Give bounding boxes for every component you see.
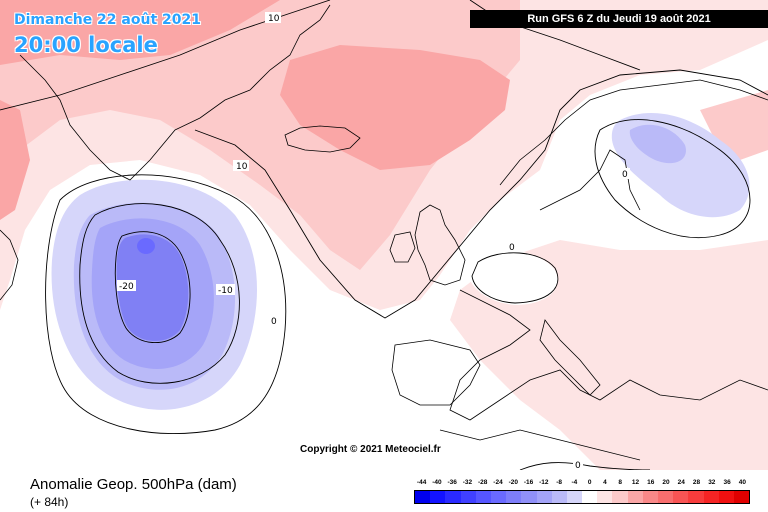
contour-minus20 (114, 231, 191, 344)
british-isles-coast (389, 204, 466, 286)
scale-swatch (566, 491, 583, 503)
scale-swatch (597, 491, 613, 503)
scale-swatch (673, 491, 689, 503)
scale-tick-label: -24 (493, 479, 503, 486)
anomaly-map: 10 10 -20 -10 0 0 0 0 (0, 0, 768, 470)
scale-tick-label: -32 (462, 479, 473, 486)
scale-swatch (582, 491, 598, 503)
scale-tick-label: 40 (738, 479, 746, 486)
scale-tick-label: 0 (587, 479, 592, 486)
color-scale-bar (414, 490, 750, 504)
contour-0-low (45, 174, 287, 435)
scale-swatch (627, 491, 643, 503)
coastlines (0, 4, 768, 461)
north-africa-coast (439, 429, 641, 461)
scandinavia-coast (499, 79, 768, 211)
canada-coast (0, 229, 19, 301)
scale-tick-label: -36 (447, 479, 457, 486)
scale-swatch (445, 491, 461, 503)
contour-label: -10 (218, 286, 233, 296)
scale-swatch (703, 491, 719, 503)
scale-tick-label: 36 (723, 479, 731, 486)
contour-label: 10 (236, 162, 248, 172)
contour-label: 10 (268, 14, 280, 24)
scale-tick-label: -12 (539, 479, 549, 486)
contour-minus10 (79, 203, 240, 384)
iberia-coast (391, 339, 481, 406)
iceland-coast (284, 125, 361, 153)
forecast-time: 20:00 locale (14, 33, 158, 57)
scale-tick-label: -4 (571, 479, 578, 486)
scale-swatch (658, 491, 674, 503)
scale-tick-label: 8 (618, 479, 622, 486)
legend-panel: Anomalie Geop. 500hPa (dam) (+ 84h) -44-… (0, 470, 768, 512)
scale-swatch (733, 491, 750, 503)
scale-swatch (688, 491, 704, 503)
italy-coast (539, 319, 601, 396)
forecast-date: Dimanche 22 août 2021 (14, 12, 201, 28)
contour-label: 0 (271, 317, 277, 327)
scale-tick-label: -16 (523, 479, 534, 486)
contour-0-europe (471, 252, 559, 304)
contour-label: -20 (119, 282, 134, 292)
scale-tick-label: -8 (556, 479, 562, 486)
contour-10-mid (194, 69, 768, 319)
scale-swatch (536, 491, 552, 503)
scale-tick-label: -20 (508, 479, 518, 486)
scale-tick-label: 20 (662, 479, 670, 486)
negative-anomaly-fill (51, 112, 750, 470)
scale-tick-label: -44 (416, 479, 427, 486)
europe-coast (449, 289, 768, 421)
scale-swatch (475, 491, 491, 503)
color-scale-labels: -44 -40 -36 -32 -28 -24 -20 -16 -12 -8 -4 0 4 8 12 16 20… (414, 479, 750, 489)
scale-tick-label: 4 (603, 479, 607, 486)
scale-tick-label: 24 (677, 479, 685, 486)
scale-tick-label: -28 (478, 479, 488, 486)
scale-swatch (642, 491, 658, 503)
contour-label-group: 10 10 -20 -10 0 0 0 0 (117, 12, 630, 470)
contour-label: 0 (509, 243, 515, 253)
scale-swatch (415, 491, 431, 503)
scale-swatch (521, 491, 537, 503)
scale-swatch (612, 491, 628, 503)
scale-tick-label: -40 (432, 479, 442, 486)
scale-swatch (718, 491, 734, 503)
contour-label: 0 (575, 461, 581, 470)
product-title: Anomalie Geop. 500hPa (dam) (30, 476, 237, 493)
greenland-coast (19, 4, 331, 181)
contour-0-south (519, 462, 651, 470)
scale-swatch (490, 491, 507, 503)
scale-swatch (506, 491, 522, 503)
scale-swatch (460, 491, 476, 503)
scale-tick-label: 16 (647, 479, 655, 486)
run-info-banner: Run GFS 6 Z du Jeudi 19 août 2021 (470, 10, 768, 28)
positive-anomaly-fill (0, 0, 768, 470)
contour-0-scandinavia (594, 119, 751, 239)
scale-swatch (430, 491, 446, 503)
contour-label: 0 (622, 170, 628, 180)
scale-tick-label: 28 (692, 479, 701, 486)
forecast-step: (+ 84h) (30, 495, 69, 509)
scale-tick-label: 12 (631, 479, 640, 486)
copyright-watermark: Copyright © 2021 Meteociel.fr (300, 444, 441, 455)
scale-swatch (551, 491, 567, 503)
scale-tick-label: 32 (708, 479, 716, 486)
